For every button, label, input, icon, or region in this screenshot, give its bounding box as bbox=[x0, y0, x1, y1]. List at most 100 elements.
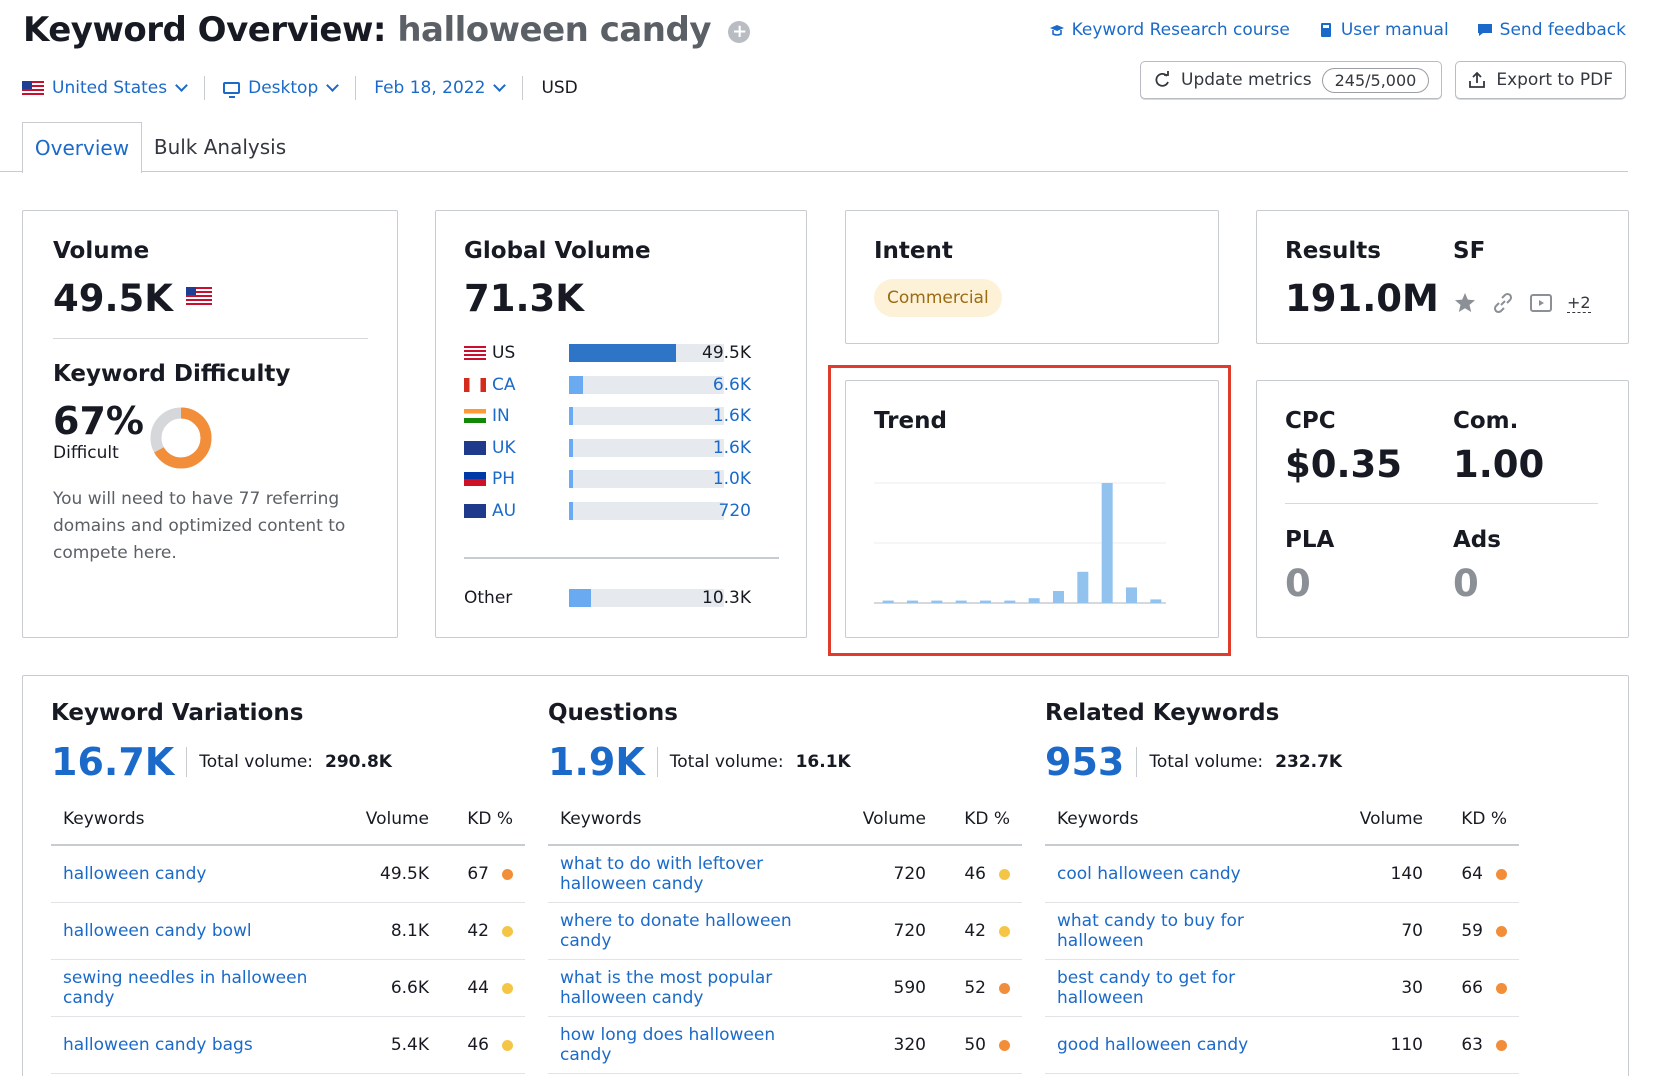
volume-title: Volume bbox=[53, 238, 150, 264]
keyword-link[interactable]: best candy to get for halloween bbox=[1057, 968, 1236, 1008]
keyword-link[interactable]: good halloween candy bbox=[1057, 1035, 1249, 1055]
course-link-label: Keyword Research course bbox=[1071, 20, 1290, 40]
country-code[interactable]: CA bbox=[492, 374, 516, 395]
date-selector[interactable]: Feb 18, 2022 bbox=[356, 78, 522, 98]
country-code[interactable]: UK bbox=[492, 437, 516, 458]
star-icon[interactable] bbox=[1453, 291, 1477, 315]
tab-overview[interactable]: Overview bbox=[22, 122, 142, 173]
country-row: AU 720 bbox=[464, 495, 779, 527]
keywords-header[interactable]: Keywords bbox=[560, 809, 642, 829]
volume-header[interactable]: Volume bbox=[1359, 809, 1423, 829]
volume-header[interactable]: Volume bbox=[862, 809, 926, 829]
country-bar bbox=[569, 470, 724, 488]
tab-bulk-analysis[interactable]: Bulk Analysis bbox=[153, 135, 287, 159]
country-code[interactable]: AU bbox=[492, 500, 517, 521]
keyword-link[interactable]: what to do with leftover halloween candy bbox=[560, 854, 764, 894]
table-row: sewing needles in halloween candy 6.6K 44 bbox=[51, 960, 525, 1017]
country-bar-fill bbox=[569, 407, 573, 425]
table-row: halloween candy bowl 8.1K 42 bbox=[51, 903, 525, 960]
keyword-link[interactable]: cool halloween candy bbox=[1057, 864, 1241, 884]
other-row: Other 10.3K bbox=[464, 582, 779, 614]
com-title: Com. bbox=[1453, 408, 1519, 434]
country-value[interactable]: 1.6K bbox=[712, 437, 751, 458]
country-value[interactable]: 1.6K bbox=[712, 406, 751, 426]
trend-bar[interactable] bbox=[955, 600, 967, 603]
trend-bar[interactable] bbox=[1126, 587, 1137, 603]
divider bbox=[204, 76, 206, 100]
total-volume-value: 16.1K bbox=[795, 752, 851, 772]
section-count[interactable]: 1.9K bbox=[548, 740, 645, 784]
trend-bar[interactable] bbox=[882, 600, 894, 603]
keywords-table: Keywords Volume KD % cool halloween candy 14… bbox=[1045, 794, 1519, 1074]
tab-bar: Overview Bulk Analysis bbox=[0, 122, 1628, 173]
link-icon[interactable] bbox=[1491, 291, 1515, 315]
section-count[interactable]: 953 bbox=[1045, 740, 1125, 784]
trend-bar[interactable] bbox=[1028, 598, 1040, 603]
kd-donut-arc bbox=[150, 407, 212, 469]
trend-bar[interactable] bbox=[907, 600, 918, 603]
trend-bar[interactable] bbox=[1077, 571, 1089, 603]
country-selector[interactable]: United States bbox=[22, 78, 204, 98]
metrics-count-badge: 245/5,000 bbox=[1321, 67, 1430, 93]
country-value[interactable]: 720 bbox=[718, 500, 751, 521]
results-card: Results 191.0M SF +2 bbox=[1256, 210, 1629, 344]
divider bbox=[53, 338, 368, 339]
trend-bar[interactable] bbox=[1004, 600, 1016, 603]
kd-header[interactable]: KD % bbox=[467, 809, 513, 829]
country-code[interactable]: IN bbox=[492, 406, 510, 426]
row-kd: 64 bbox=[1461, 864, 1483, 884]
row-volume: 49.5K bbox=[380, 864, 429, 884]
country-value[interactable]: 1.0K bbox=[712, 469, 751, 489]
keyword-link[interactable]: halloween candy bags bbox=[63, 1035, 253, 1055]
row-kd: 46 bbox=[964, 864, 986, 884]
country-value[interactable]: 6.6K bbox=[712, 374, 751, 395]
keywords-table: Keywords Volume KD % what to do with leftov… bbox=[548, 794, 1022, 1074]
kd-header[interactable]: KD % bbox=[1461, 809, 1507, 829]
keyword-link[interactable]: what candy to buy for halloween bbox=[1057, 911, 1244, 951]
row-volume: 720 bbox=[893, 864, 926, 884]
keywords-header[interactable]: Keywords bbox=[63, 809, 145, 829]
kd-dot bbox=[502, 1039, 513, 1051]
sf-more[interactable]: +2 bbox=[1567, 293, 1591, 313]
row-kd: 42 bbox=[467, 921, 489, 941]
kd-header[interactable]: KD % bbox=[964, 809, 1010, 829]
keyword-link[interactable]: halloween candy bowl bbox=[63, 921, 252, 941]
pla-value: 0 bbox=[1285, 562, 1311, 605]
trend-bar[interactable] bbox=[980, 600, 991, 603]
table-row: where to donate halloween candy 720 42 bbox=[548, 903, 1022, 960]
keyword-link[interactable]: how long does halloween candy bbox=[560, 1025, 776, 1065]
row-kd: 42 bbox=[964, 921, 986, 941]
divider bbox=[656, 747, 658, 777]
plus-circle-icon[interactable]: + bbox=[728, 21, 751, 43]
row-volume: 140 bbox=[1390, 864, 1423, 884]
export-pdf-button[interactable]: Export to PDF bbox=[1455, 61, 1626, 99]
trend-bar[interactable] bbox=[1150, 599, 1162, 603]
keywords-header[interactable]: Keywords bbox=[1057, 809, 1139, 829]
row-kd: 63 bbox=[1461, 1035, 1483, 1055]
in-flag-icon bbox=[464, 409, 486, 423]
volume-value: 49.5K bbox=[53, 277, 212, 320]
kd-dot bbox=[999, 1039, 1010, 1051]
country-code[interactable]: PH bbox=[492, 469, 516, 489]
row-volume: 720 bbox=[893, 921, 926, 941]
keyword-link[interactable]: halloween candy bbox=[63, 864, 207, 884]
section-summary: 16.7K Total volume: 290.8K bbox=[51, 740, 392, 784]
keyword-ideas-panel: Keyword Variations 16.7K Total volume: 290.… bbox=[22, 675, 1629, 1076]
volume-header[interactable]: Volume bbox=[365, 809, 429, 829]
section-count[interactable]: 16.7K bbox=[51, 740, 175, 784]
update-metrics-button[interactable]: Update metrics 245/5,000 bbox=[1140, 61, 1443, 99]
keyword-link[interactable]: what is the most popular halloween candy bbox=[560, 968, 773, 1008]
trend-bar[interactable] bbox=[1053, 591, 1064, 603]
keyword-link[interactable]: sewing needles in halloween candy bbox=[63, 968, 308, 1008]
keyword-link[interactable]: where to donate halloween candy bbox=[560, 911, 792, 951]
keyword-research-course-link[interactable]: Keyword Research course bbox=[1049, 20, 1290, 40]
trend-title: Trend bbox=[874, 408, 947, 434]
trend-bar[interactable] bbox=[1101, 483, 1113, 603]
video-icon[interactable] bbox=[1529, 291, 1553, 315]
chat-bubble-icon bbox=[1477, 24, 1492, 36]
device-selector[interactable]: Desktop bbox=[205, 78, 355, 98]
send-feedback-link[interactable]: Send feedback bbox=[1477, 20, 1626, 40]
user-manual-link[interactable]: User manual bbox=[1318, 20, 1449, 40]
trend-bar[interactable] bbox=[931, 600, 943, 603]
other-bar-fill bbox=[569, 589, 591, 607]
